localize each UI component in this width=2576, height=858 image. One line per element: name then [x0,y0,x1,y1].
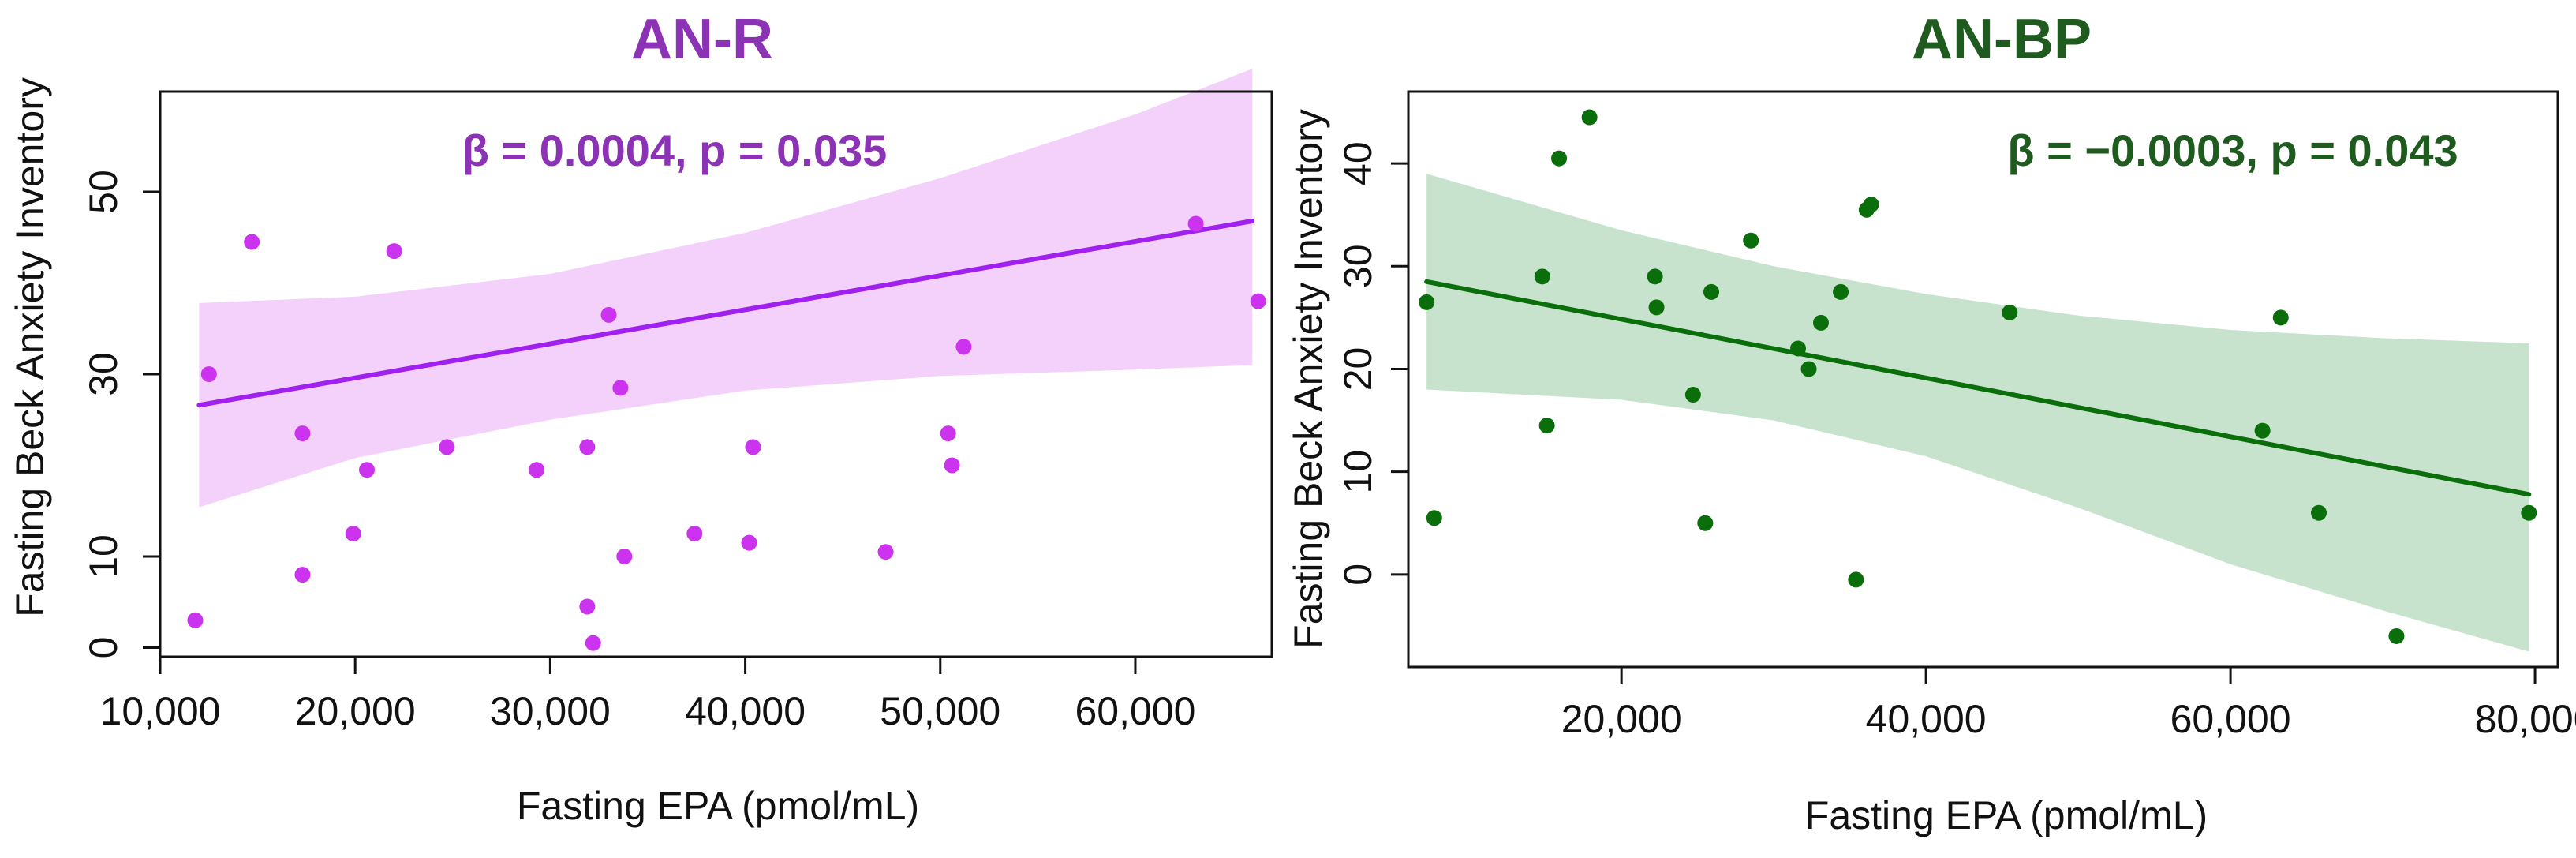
y-tick-label: 10 [1336,450,1380,494]
data-point [359,462,376,478]
y-tick-label: 30 [81,352,125,396]
data-point [1647,268,1663,285]
y-tick-label: 0 [81,637,125,659]
data-point [294,425,311,442]
chart-title: AN-R [631,8,773,71]
data-point [1863,197,1879,213]
confidence-band [1426,174,2529,652]
data-point [2002,304,2018,320]
data-point [1743,232,1759,249]
chart-title: AN-BP [1912,8,2092,71]
data-point [244,234,260,250]
x-tick-label: 10,000 [100,689,221,733]
data-point [1581,109,1598,126]
data-point [1534,268,1550,285]
data-point [1419,294,1435,310]
y-tick-label: 50 [81,170,125,214]
data-point [2311,504,2327,521]
data-point [2254,422,2271,439]
data-point [579,439,596,455]
regression-line [196,218,1255,408]
y-tick-label: 30 [1336,244,1380,288]
data-point [745,439,761,455]
data-point [345,526,361,542]
x-tick-label: 80,000 [2475,697,2576,741]
data-point [1426,510,1442,526]
x-axis-label: Fasting EPA (pmol/mL) [1805,793,2208,837]
stats-annotation: β = −0.0003, p = 0.043 [2007,126,2458,175]
data-point [2272,309,2289,326]
data-point [616,548,633,564]
data-point [877,544,894,560]
data-point [1703,283,1720,300]
data-point [1538,418,1555,434]
data-point [1648,299,1665,316]
x-tick-label: 50,000 [880,689,1000,733]
data-point [955,339,972,355]
confidence-band [199,69,1253,508]
data-point [585,635,601,651]
x-tick-label: 40,000 [685,689,806,733]
x-tick-label: 20,000 [1561,697,1682,741]
data-point [2521,504,2537,521]
data-point [600,306,617,323]
y-tick-label: 40 [1336,141,1380,185]
regression-line [1424,279,2532,497]
data-point [1800,361,1817,377]
data-point [1551,150,1568,167]
data-point [294,567,311,583]
x-tick-label: 60,000 [1075,689,1195,733]
data-point [686,526,703,542]
data-point [2388,628,2405,644]
data-point [579,598,596,615]
data-point [1833,283,1849,300]
data-point [1250,293,1266,309]
data-point [612,380,629,396]
chart-an-r: AN-R β = 0.0004, p = 0.035 Fasting EPA (… [8,8,1273,828]
chart-an-bp: AN-BP β = −0.0003, p = 0.043 Fasting EPA… [1286,8,2576,837]
x-axis-label: Fasting EPA (pmol/mL) [517,784,919,828]
data-point [529,462,545,478]
data-point [944,457,960,474]
data-point [1790,340,1807,357]
data-point [1848,571,1864,588]
y-tick-label: 10 [81,534,125,579]
data-point [1812,314,1829,331]
y-axis-label: Fasting Beck Anxiety Inventory [8,77,52,617]
x-tick-label: 30,000 [490,689,611,733]
y-tick-label: 0 [1336,564,1380,586]
plot-area: 10,000 20,000 30,000 40,000 50,000 60,000 0 10 3… [81,69,1273,733]
x-tick-label: 40,000 [1866,697,1987,741]
y-axis-label: Fasting Beck Anxiety Inventory [1286,109,1330,649]
stats-annotation: β = 0.0004, p = 0.035 [462,126,888,175]
data-point [741,534,757,551]
plot-frame [1407,90,2559,669]
x-tick-label: 20,000 [295,689,416,733]
y-tick-label: 20 [1336,347,1380,392]
data-point [1684,387,1701,403]
data-point [1187,215,1204,232]
data-point [200,366,217,382]
data-point [187,612,204,628]
data-point [386,243,402,260]
data-point [1697,515,1714,531]
data-point [439,439,455,455]
plot-area: 20,000 40,000 60,000 80,000 0 10 20 30 40 [1336,90,2576,741]
data-point [940,425,956,442]
x-tick-label: 60,000 [2170,697,2291,741]
